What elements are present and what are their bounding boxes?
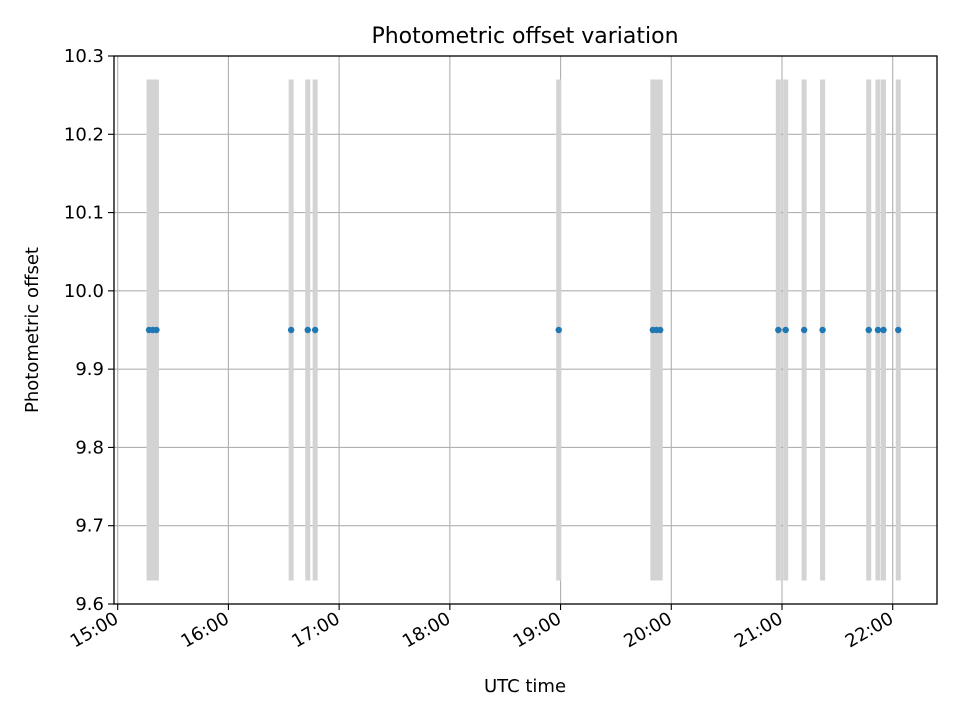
y-tick-label: 10.1 (64, 203, 104, 224)
data-point (287, 326, 295, 334)
data-point (555, 326, 562, 334)
data-point (895, 326, 902, 334)
data-point (880, 326, 887, 334)
y-tick-label: 9.7 (75, 516, 104, 537)
y-tick-label: 9.6 (75, 594, 104, 615)
plot-frame (113, 55, 938, 605)
data-point (819, 326, 826, 334)
y-tick-label: 9.8 (75, 437, 104, 458)
data-point (782, 326, 789, 334)
y-axis-label: Photometric offset (22, 247, 43, 413)
y-tick-label: 10.0 (64, 281, 104, 302)
data-point (311, 326, 319, 334)
data-point (775, 326, 782, 334)
data-point (657, 326, 664, 334)
x-axis-label: UTC time (484, 676, 566, 697)
data-point (153, 326, 160, 334)
data-point (865, 326, 872, 334)
y-axis: 9.6 9.7 9.8 9.9 10.0 10.1 10.2 10.3 (64, 46, 114, 615)
data-point (800, 326, 808, 334)
y-tick-label: 10.3 (64, 46, 104, 67)
y-tick-label: 9.9 (75, 359, 104, 380)
chart-title: Photometric offset variation (371, 24, 678, 49)
data-points (145, 326, 902, 334)
data-point (874, 326, 882, 334)
data-point (304, 326, 311, 334)
y-tick-label: 10.2 (64, 124, 104, 145)
